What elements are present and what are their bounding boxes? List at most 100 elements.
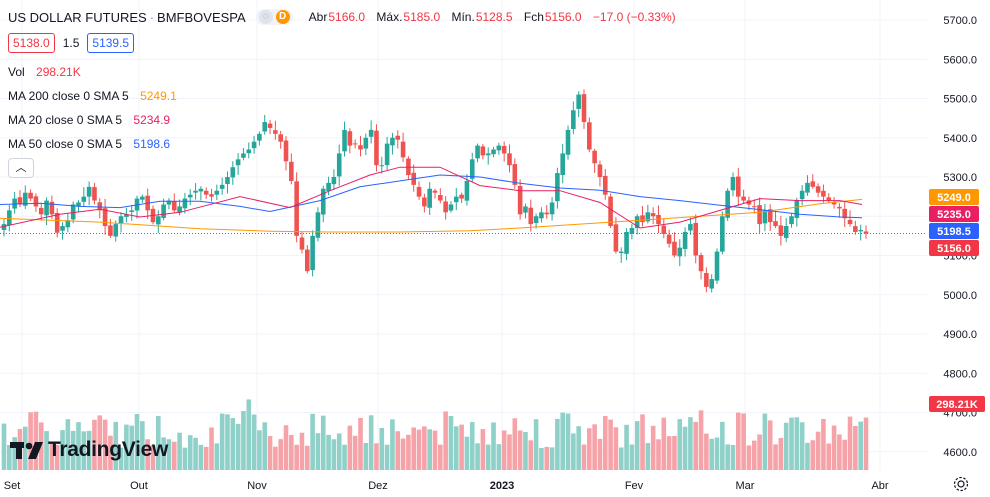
candle-body xyxy=(725,190,730,218)
candle-body xyxy=(778,225,784,236)
symbol-status-pill[interactable]: ◌ D xyxy=(255,9,293,25)
volume-bar xyxy=(517,430,523,470)
indicator-ma20[interactable]: MA 20 close 0 SMA 5 5234.9 xyxy=(8,113,170,127)
price-tag-label: 5156.0 xyxy=(937,243,971,255)
volume-bar xyxy=(187,435,193,470)
candle-body xyxy=(283,140,289,162)
indicator-ma50[interactable]: MA 50 close 0 SMA 5 5198.6 xyxy=(8,137,170,151)
candle-body xyxy=(496,145,502,151)
candle-body xyxy=(209,194,214,197)
candle-body xyxy=(326,182,331,191)
time-axis-label: 2023 xyxy=(490,480,514,492)
price-axis-label: 4800.0 xyxy=(943,368,977,380)
candle-body xyxy=(629,228,635,234)
volume-bar xyxy=(262,422,268,470)
indicator-value: 5198.6 xyxy=(133,137,171,151)
candle-body xyxy=(294,181,299,236)
buy-button[interactable]: 5139.5 xyxy=(87,33,135,53)
candle-body xyxy=(182,198,188,209)
volume-bar xyxy=(118,447,124,470)
candle-body xyxy=(44,200,49,216)
exchange-name[interactable]: BMFBOVESPA xyxy=(157,9,246,25)
time-axis-label: Set xyxy=(4,480,21,492)
collapse-indicators-button[interactable]: ︿ xyxy=(8,158,34,178)
candle-body xyxy=(794,200,800,218)
candle-body xyxy=(709,279,714,289)
candle-body xyxy=(395,135,401,140)
candle-body xyxy=(453,196,459,203)
volume-bar xyxy=(842,439,848,470)
volume-bar xyxy=(422,426,427,470)
candle-body xyxy=(491,149,496,155)
candle-body xyxy=(347,131,353,146)
candle-body xyxy=(682,231,688,250)
volume-bar xyxy=(129,425,135,470)
volume-bar xyxy=(326,434,331,470)
candle-body xyxy=(640,215,645,223)
volume-bar xyxy=(1,423,7,470)
candle-body xyxy=(102,208,108,227)
price-tags: 5249.0 5235.0 5198.5 5156.0 298.21K xyxy=(929,189,985,412)
sell-button[interactable]: 5138.0 xyxy=(8,33,55,53)
volume-bar xyxy=(672,436,677,470)
candle-body xyxy=(485,153,491,156)
time-axis-label: Nov xyxy=(247,480,267,492)
volume-bar xyxy=(219,413,225,470)
volume-bar xyxy=(7,445,12,470)
volume-bar xyxy=(438,444,443,470)
indicator-ma200[interactable]: MA 200 close 0 SMA 5 5249.1 xyxy=(8,89,177,103)
candle-body xyxy=(576,94,581,109)
volume-bar xyxy=(485,444,491,470)
volume-bar xyxy=(209,427,214,470)
indicator-label: MA 20 close 0 SMA 5 xyxy=(8,113,123,127)
volume-bar xyxy=(352,435,358,470)
volume-bar xyxy=(501,430,507,470)
volume-bar xyxy=(682,426,688,470)
candle-body xyxy=(688,224,693,231)
volume-bar xyxy=(416,429,422,470)
time-axis-label: Out xyxy=(130,480,148,492)
volume-bar xyxy=(773,444,778,470)
symbol-header[interactable]: US DOLLAR FUTURES · BMFBOVESPA ◌ D Abr51… xyxy=(8,9,684,25)
volume-bar xyxy=(666,436,672,470)
volume-bar xyxy=(379,427,385,470)
volume-bar xyxy=(629,444,635,470)
candle-body xyxy=(475,145,480,159)
candle-body xyxy=(193,190,198,193)
volume-bar xyxy=(28,412,33,470)
indicator-label: MA 50 close 0 SMA 5 xyxy=(8,137,123,151)
volume-bar xyxy=(597,438,603,470)
volume-bar xyxy=(507,434,512,470)
volume-bar xyxy=(92,419,97,470)
volume-bar xyxy=(571,433,576,470)
price-axis-label: 5300.0 xyxy=(943,172,977,184)
candle-body xyxy=(799,190,805,200)
volume-bar xyxy=(709,438,714,470)
candle-body xyxy=(523,206,528,213)
candle-body xyxy=(847,219,853,225)
volume-bar xyxy=(411,427,417,470)
indicator-volume[interactable]: Vol 298.21K xyxy=(8,65,81,79)
volume-bar xyxy=(124,424,129,470)
symbol-name[interactable]: US DOLLAR FUTURES xyxy=(8,9,147,25)
volume-bar xyxy=(400,438,406,470)
volume-bar xyxy=(320,415,326,470)
tradingview-logo[interactable]: TradingView xyxy=(10,438,168,462)
indicator-label: MA 200 close 0 SMA 5 xyxy=(8,89,129,103)
candle-body xyxy=(374,130,379,166)
candle-body xyxy=(203,190,209,195)
moving-average-lines xyxy=(0,166,863,233)
volume-bar xyxy=(406,434,411,470)
candle-body xyxy=(555,173,560,202)
candle-body xyxy=(251,141,257,149)
gear-icon[interactable] xyxy=(952,475,970,493)
price-axis-label: 5700.0 xyxy=(943,15,977,27)
high-value: 5185.0 xyxy=(403,10,441,24)
candle-body xyxy=(246,149,252,154)
volume-bar xyxy=(810,440,816,470)
time-axis[interactable]: Set Out Nov Dez 2023 Fev Mar Abr xyxy=(4,480,889,492)
candle-body xyxy=(315,212,321,238)
price-tag-label: 5249.0 xyxy=(937,192,971,204)
candle-body xyxy=(762,210,768,224)
